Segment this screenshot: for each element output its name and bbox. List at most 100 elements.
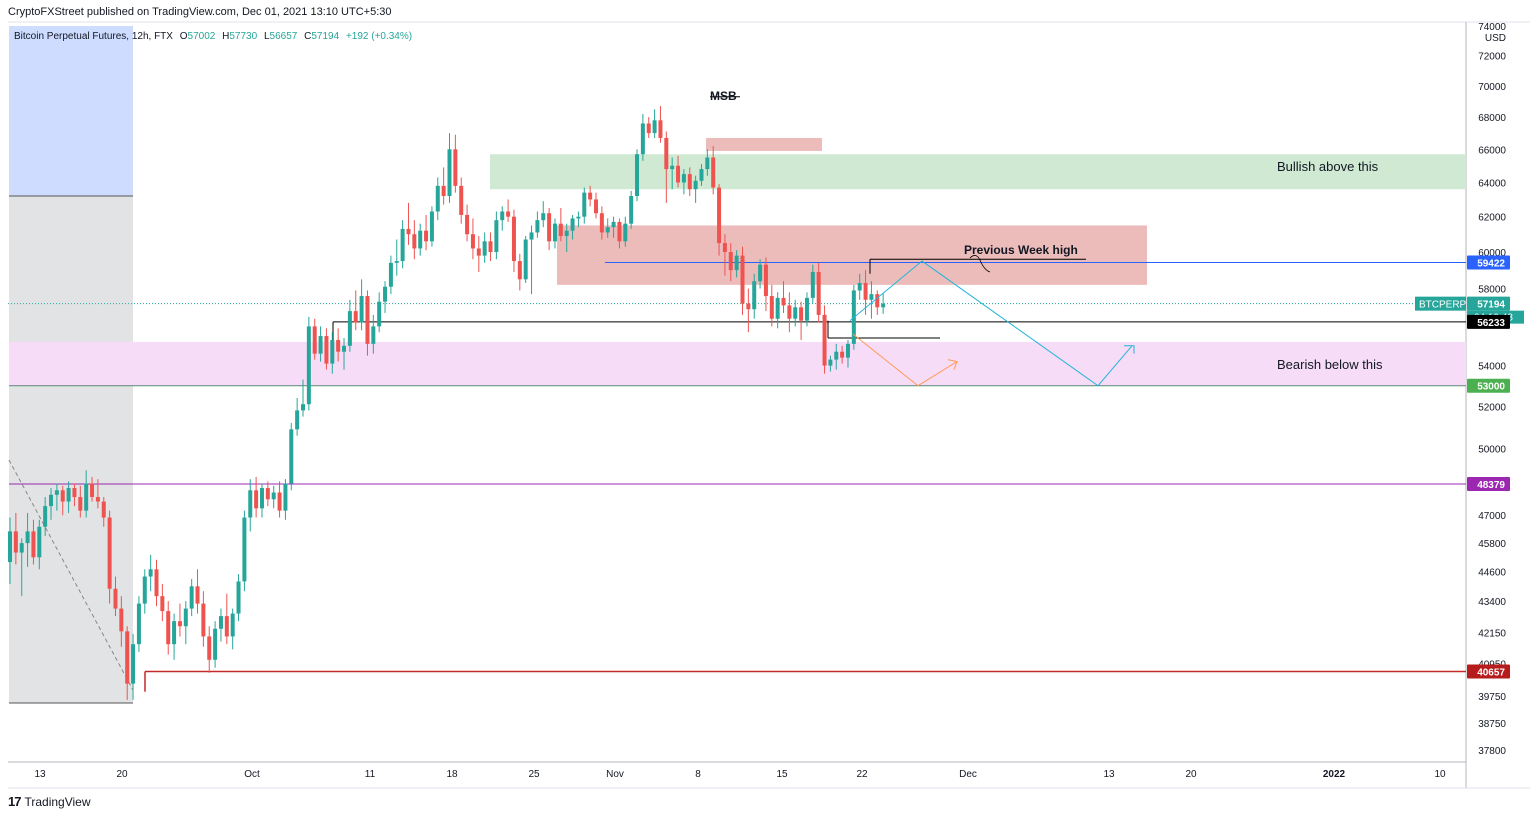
candle-body xyxy=(494,220,498,252)
time-tick-label: 18 xyxy=(446,769,458,780)
candle-body xyxy=(594,199,598,213)
ohlc-close: 57194 xyxy=(311,31,339,42)
candle-body xyxy=(869,294,873,300)
candle-body xyxy=(875,294,879,307)
candle-body xyxy=(612,222,616,227)
candle-body xyxy=(371,326,375,343)
candle-body xyxy=(242,518,246,582)
candle-body xyxy=(641,123,645,154)
candle-body xyxy=(658,120,662,138)
symbol-info: Bitcoin Perpetual Futures, 12h, FTX O570… xyxy=(14,31,412,42)
candle-body xyxy=(196,586,200,603)
candle-body xyxy=(811,272,815,298)
symbol-name: Bitcoin Perpetual Futures, 12h, FTX xyxy=(14,31,173,42)
candle-body xyxy=(49,495,53,506)
candle-body xyxy=(500,211,504,220)
candle-body xyxy=(582,193,586,217)
candle-body xyxy=(84,484,88,511)
ohlc-open: 57002 xyxy=(188,31,216,42)
price-tick-label: 45800 xyxy=(1478,539,1506,550)
candle-body xyxy=(459,186,463,215)
symbol-tag-text: BTCPERP xyxy=(1419,300,1467,311)
candle-body xyxy=(717,188,721,244)
candle-body xyxy=(448,149,452,196)
time-tick-label: 20 xyxy=(1185,769,1197,780)
candle-body xyxy=(647,123,651,133)
candle-body xyxy=(752,281,756,309)
candle-body xyxy=(119,609,123,632)
price-tick-label: 62000 xyxy=(1478,213,1506,224)
candles xyxy=(8,106,885,700)
price-tick-label: 74000 xyxy=(1478,22,1506,33)
candle-body xyxy=(629,196,633,224)
candle-body xyxy=(237,581,241,613)
candle-body xyxy=(518,261,522,279)
blue-region xyxy=(9,26,133,196)
time-tick-label: Nov xyxy=(606,769,624,780)
candle-body xyxy=(8,531,12,562)
price-tag-text: 59422 xyxy=(1477,258,1505,269)
candle-body xyxy=(324,336,328,364)
candle-body xyxy=(67,488,71,502)
candle-body xyxy=(506,211,510,216)
price-tick-label: 37800 xyxy=(1478,746,1506,757)
candle-body xyxy=(213,629,217,660)
price-tick-label: 43400 xyxy=(1478,597,1506,608)
candle-body xyxy=(219,616,223,629)
candle-body xyxy=(108,518,112,589)
candle-body xyxy=(588,193,592,200)
time-tick-label: 2022 xyxy=(1323,769,1346,780)
candle-body xyxy=(55,490,59,494)
candle-body xyxy=(172,621,176,644)
time-tick-label: 13 xyxy=(1103,769,1115,780)
candle-body xyxy=(295,410,299,429)
candle-body xyxy=(535,220,539,232)
candle-body xyxy=(90,484,94,497)
candle-body xyxy=(670,166,674,169)
candle-body xyxy=(881,304,885,308)
candle-body xyxy=(694,181,698,189)
candle-body xyxy=(559,224,563,236)
candle-body xyxy=(565,231,569,236)
candle-body xyxy=(125,631,129,683)
prev-week-high-label: Previous Week high xyxy=(964,243,1078,257)
candle-body xyxy=(547,213,551,241)
candle-body xyxy=(155,569,159,596)
candle-body xyxy=(266,488,270,499)
price-tick-label: 66000 xyxy=(1478,145,1506,156)
price-tag-text: 53000 xyxy=(1477,382,1505,393)
candle-body xyxy=(793,307,797,318)
candle-body xyxy=(149,569,153,576)
candle-body xyxy=(676,166,680,183)
candle-body xyxy=(14,531,18,552)
candle-body xyxy=(406,229,410,234)
candle-body xyxy=(711,158,715,188)
candle-body xyxy=(729,252,733,270)
price-tick-label: 70000 xyxy=(1478,82,1506,93)
candle-body xyxy=(283,484,287,511)
candle-body xyxy=(858,283,862,290)
candle-body xyxy=(26,531,30,543)
candle-body xyxy=(160,596,164,611)
time-axis[interactable]: 13 20 Oct 11 18 25 Nov 8 15 22 Dec 13 20 2022 10 xyxy=(34,769,1446,780)
msb-label: MSB xyxy=(710,89,737,103)
candle-body xyxy=(31,531,35,557)
candle-body xyxy=(787,305,791,318)
tradingview-brand[interactable]: 17 TradingView xyxy=(8,794,91,809)
price-tick-label: 38750 xyxy=(1478,719,1506,730)
time-tick-label: 13 xyxy=(34,769,46,780)
candle-body xyxy=(512,217,516,261)
time-tick-label: 10 xyxy=(1434,769,1446,780)
time-tick-label: 15 xyxy=(776,769,788,780)
price-tick-label: 50000 xyxy=(1478,445,1506,456)
candle-body xyxy=(846,344,850,358)
candle-body xyxy=(78,497,82,511)
candle-body xyxy=(272,493,276,500)
price-tick-label: 39750 xyxy=(1478,692,1506,703)
ohlc-low: 56657 xyxy=(270,31,298,42)
price-tags: 5942257194BTCPERP04:19:48562335300048379… xyxy=(1415,255,1524,678)
candle-body xyxy=(688,174,692,189)
candle-body xyxy=(635,154,639,196)
candle-body xyxy=(735,256,739,271)
